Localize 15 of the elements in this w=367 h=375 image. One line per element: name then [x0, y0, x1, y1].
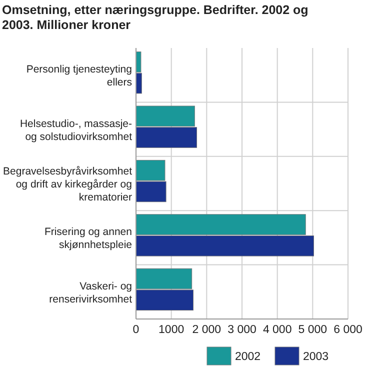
- y-tick-label: Begravelsesbyråvirksomhet og drift av kirkegårder og krematorier: [3, 166, 132, 204]
- x-tick-label: 2 000: [192, 324, 222, 336]
- legend-label: 2002: [235, 351, 261, 363]
- y-tick-label: Personlig tjenesteyting ellers: [26, 64, 132, 89]
- y-tick-label: Helsestudio-, massasje- og solstudiovirksomhet: [20, 118, 132, 143]
- x-tick-label: 0: [132, 324, 140, 336]
- legend-label: 2003: [303, 351, 329, 363]
- x-tick-label: 1000: [158, 324, 184, 336]
- y-tick-label: Vaskeri- og renserivirksomhet: [49, 280, 132, 306]
- x-tick-label: 5 000: [298, 324, 328, 336]
- x-tick-label: 3 000: [228, 324, 256, 336]
- x-tick-label: 4 000: [262, 324, 292, 336]
- y-tick-label: Frisering og annen skjønnhetspleie: [44, 226, 132, 252]
- x-tick-label: 6 000: [334, 324, 362, 336]
- chart-title: Omsetning, etter næringsgruppe. Bedrifter. 2002 og 2003. Millioner kroner: [2, 3, 308, 32]
